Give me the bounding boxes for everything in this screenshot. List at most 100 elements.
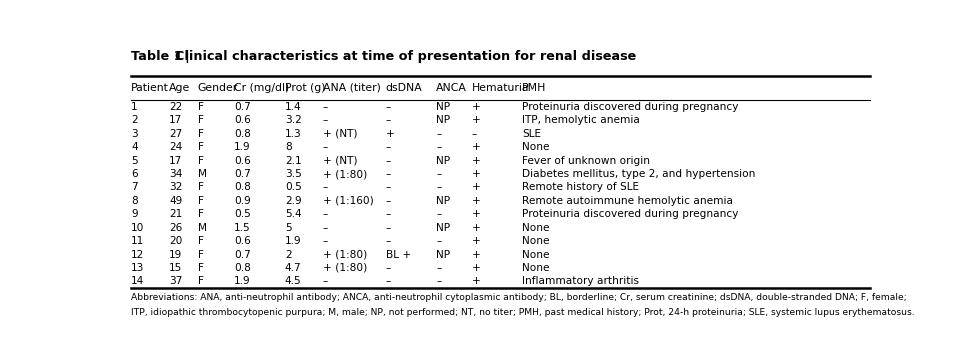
Text: –: – — [322, 276, 328, 286]
Text: 4: 4 — [131, 142, 138, 152]
Text: –: – — [322, 223, 328, 233]
Text: 1: 1 — [131, 102, 138, 112]
Text: F: F — [198, 129, 204, 139]
Text: 0.6: 0.6 — [234, 156, 251, 166]
Text: +: + — [472, 142, 481, 152]
Text: Proteinuria discovered during pregnancy: Proteinuria discovered during pregnancy — [522, 209, 739, 219]
Text: 37: 37 — [169, 276, 183, 286]
Text: 0.8: 0.8 — [234, 129, 251, 139]
Text: F: F — [198, 276, 204, 286]
Text: 1.9: 1.9 — [234, 276, 251, 286]
Text: M: M — [198, 223, 207, 233]
Text: F: F — [198, 115, 204, 125]
Text: F: F — [198, 250, 204, 260]
Text: –: – — [386, 236, 391, 246]
Text: 13: 13 — [131, 263, 145, 273]
Text: None: None — [522, 250, 549, 260]
Text: 2.1: 2.1 — [285, 156, 302, 166]
Text: 26: 26 — [169, 223, 183, 233]
Text: –: – — [437, 276, 442, 286]
Text: +: + — [472, 183, 481, 193]
Text: –: – — [386, 183, 391, 193]
Text: 10: 10 — [131, 223, 145, 233]
Text: –: – — [437, 129, 442, 139]
Text: Fever of unknown origin: Fever of unknown origin — [522, 156, 650, 166]
Text: +: + — [472, 209, 481, 219]
Text: 0.6: 0.6 — [234, 236, 251, 246]
Text: +: + — [472, 263, 481, 273]
Text: 4.5: 4.5 — [285, 276, 302, 286]
Text: 2: 2 — [131, 115, 138, 125]
Text: F: F — [198, 209, 204, 219]
Text: 5: 5 — [131, 156, 138, 166]
Text: 0.7: 0.7 — [234, 169, 251, 179]
Text: + (1:80): + (1:80) — [322, 169, 367, 179]
Text: –: – — [386, 156, 391, 166]
Text: –: – — [386, 209, 391, 219]
Text: 5.4: 5.4 — [285, 209, 302, 219]
Text: 8: 8 — [285, 142, 292, 152]
Text: 0.7: 0.7 — [234, 102, 251, 112]
Text: 1.9: 1.9 — [285, 236, 302, 246]
Text: –: – — [386, 115, 391, 125]
Text: –: – — [437, 263, 442, 273]
Text: NP: NP — [437, 250, 450, 260]
Text: 11: 11 — [131, 236, 145, 246]
Text: +: + — [472, 156, 481, 166]
Text: 0.6: 0.6 — [234, 115, 251, 125]
Text: 8: 8 — [131, 196, 138, 206]
Text: + (1:80): + (1:80) — [322, 263, 367, 273]
Text: +: + — [472, 223, 481, 233]
Text: +: + — [472, 236, 481, 246]
Text: Diabetes mellitus, type 2, and hypertension: Diabetes mellitus, type 2, and hypertens… — [522, 169, 755, 179]
Text: 7: 7 — [131, 183, 138, 193]
Text: –: – — [322, 209, 328, 219]
Text: –: – — [386, 169, 391, 179]
Text: –: – — [437, 183, 442, 193]
Text: NP: NP — [437, 223, 450, 233]
Text: ANCA: ANCA — [437, 83, 467, 93]
Text: Age: Age — [169, 83, 191, 93]
Text: 2.9: 2.9 — [285, 196, 302, 206]
Text: –: – — [322, 236, 328, 246]
Text: 2: 2 — [285, 250, 291, 260]
Text: + (1:80): + (1:80) — [322, 250, 367, 260]
Text: 3.2: 3.2 — [285, 115, 302, 125]
Text: 9: 9 — [131, 209, 138, 219]
Text: 5: 5 — [285, 223, 291, 233]
Text: –: – — [322, 142, 328, 152]
Text: 19: 19 — [169, 250, 183, 260]
Text: –: – — [322, 183, 328, 193]
Text: None: None — [522, 236, 549, 246]
Text: F: F — [198, 102, 204, 112]
Text: –: – — [386, 102, 391, 112]
Text: –: – — [437, 209, 442, 219]
Text: 0.5: 0.5 — [234, 209, 251, 219]
Text: M: M — [198, 169, 207, 179]
Text: NP: NP — [437, 196, 450, 206]
Text: + (NT): + (NT) — [322, 129, 358, 139]
Text: 1.5: 1.5 — [234, 223, 251, 233]
Text: 32: 32 — [169, 183, 183, 193]
Text: ITP, idiopathic thrombocytopenic purpura; M, male; NP, not performed; NT, no tit: ITP, idiopathic thrombocytopenic purpura… — [131, 308, 914, 317]
Text: 3.5: 3.5 — [285, 169, 302, 179]
Text: 1.3: 1.3 — [285, 129, 302, 139]
Text: +: + — [472, 276, 481, 286]
Text: +: + — [472, 196, 481, 206]
Text: Remote history of SLE: Remote history of SLE — [522, 183, 639, 193]
Text: –: – — [386, 223, 391, 233]
Text: 3: 3 — [131, 129, 138, 139]
Text: PMH: PMH — [522, 83, 546, 93]
Text: 34: 34 — [169, 169, 183, 179]
Text: Hematuria: Hematuria — [472, 83, 530, 93]
Text: 0.8: 0.8 — [234, 263, 251, 273]
Text: NP: NP — [437, 115, 450, 125]
Text: 27: 27 — [169, 129, 183, 139]
Text: +: + — [472, 169, 481, 179]
Text: +: + — [472, 115, 481, 125]
Text: 1.9: 1.9 — [234, 142, 251, 152]
Text: 24: 24 — [169, 142, 183, 152]
Text: NP: NP — [437, 102, 450, 112]
Text: –: – — [472, 129, 477, 139]
Text: 6: 6 — [131, 169, 138, 179]
